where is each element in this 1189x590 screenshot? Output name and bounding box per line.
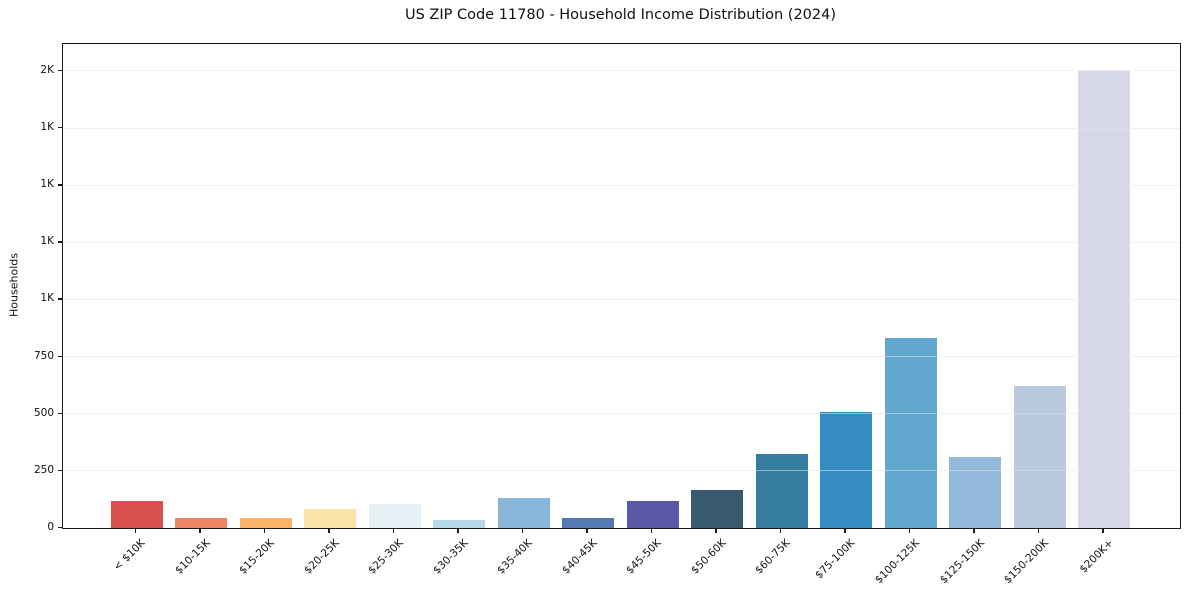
bar-45-50k [626, 501, 679, 528]
x-tick-mark [199, 528, 201, 534]
y-tick-label: 1K [40, 121, 54, 134]
y-tick-label: 500 [33, 406, 54, 419]
x-tick-label: $60-75K [753, 537, 793, 577]
bar-60-75k [755, 453, 808, 528]
y-tick-label: 1K [40, 235, 54, 248]
x-tick-mark [779, 528, 782, 534]
y-tick-mark [57, 355, 62, 357]
y-tick-mark [57, 412, 62, 415]
y-tick-mark [57, 241, 62, 243]
x-tick-label: $40-45K [559, 537, 600, 577]
y-tick-label: 0 [47, 521, 54, 533]
bar-30-35k [433, 519, 485, 528]
x-tick-label: $200K+ [1077, 537, 1116, 576]
x-tick-mark [715, 528, 717, 534]
x-tick-mark [328, 528, 330, 534]
x-tick-mark [457, 528, 459, 534]
y-tick-mark [57, 127, 62, 129]
y-axis-label: Households [7, 253, 21, 317]
bar-35-40k [497, 498, 550, 528]
x-tick-label: $75-100K [813, 537, 858, 582]
bar-25-30k [368, 504, 421, 528]
x-tick-mark [521, 528, 524, 534]
x-tick-mark [973, 528, 975, 534]
x-tick-mark [134, 528, 137, 534]
x-tick-label: $15-20K [237, 537, 277, 577]
x-tick-label: $100-125K [872, 537, 922, 587]
bar-100-125k [884, 338, 937, 528]
bar-125-150k [949, 457, 1001, 528]
y-tick-mark [57, 69, 62, 72]
x-tick-mark [844, 528, 846, 534]
y-tick-label: 2K [40, 63, 54, 76]
y-tick-label: 1K [40, 292, 54, 305]
x-tick-label: $30-35K [430, 537, 471, 577]
x-tick-label: $10-15K [172, 537, 213, 577]
bar-10k [110, 500, 163, 528]
bar-75-100k [820, 412, 872, 528]
bar-10-15k [175, 517, 227, 528]
x-tick-label: $25-30K [366, 537, 406, 577]
y-tick-mark [57, 469, 62, 472]
y-tick-mark [57, 527, 62, 529]
x-tick-label: $150-200K [1001, 537, 1051, 587]
plot-area [62, 43, 1181, 529]
bar-150-200k [1013, 386, 1066, 528]
bar-50-60k [691, 489, 743, 528]
x-tick-label: $35-40K [495, 537, 535, 577]
x-tick-mark [1037, 528, 1040, 534]
bar-40-45k [562, 517, 614, 528]
y-tick-mark [57, 298, 62, 300]
x-tick-mark [650, 528, 653, 534]
x-tick-label: $50-60K [688, 537, 729, 577]
x-tick-label: < $10K [111, 537, 148, 574]
x-tick-label: $20-25K [301, 537, 342, 577]
x-tick-mark [1102, 528, 1104, 534]
bars-layer [63, 44, 1180, 528]
y-tick-label: 750 [33, 349, 54, 362]
bar-20-25k [304, 509, 356, 528]
x-tick-mark [908, 528, 911, 534]
y-tick-label: 1K [40, 178, 54, 191]
bar-15-20k [239, 518, 292, 528]
chart-title: US ZIP Code 11780 - Household Income Dis… [404, 7, 837, 23]
y-tick-mark [57, 184, 62, 186]
bar-200k [1078, 70, 1130, 528]
x-tick-mark [263, 528, 266, 534]
y-tick-label: 250 [33, 463, 54, 476]
x-tick-label: $125-150K [937, 537, 987, 587]
x-tick-mark [586, 528, 588, 534]
x-tick-mark [392, 528, 395, 534]
x-tick-label: $45-50K [624, 537, 664, 577]
